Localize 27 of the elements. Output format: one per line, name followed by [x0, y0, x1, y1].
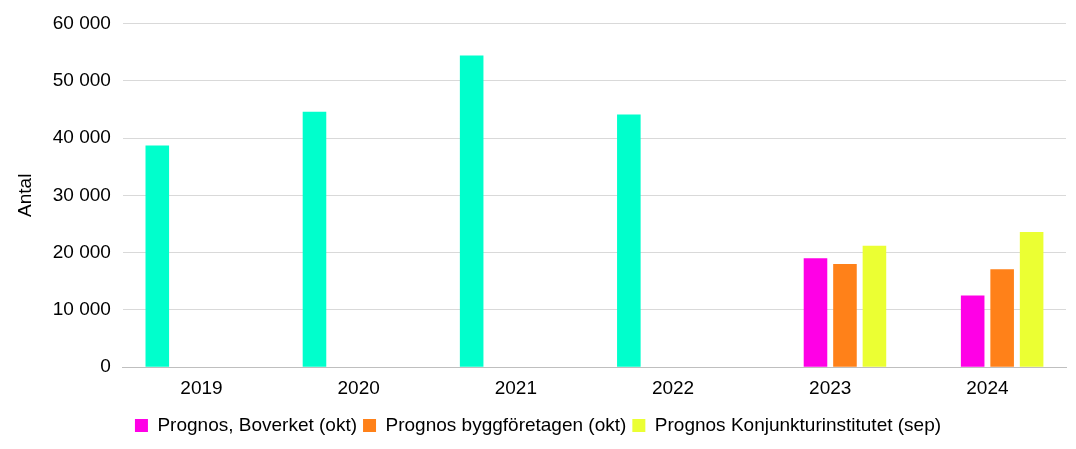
y-axis-title: Antal: [13, 173, 35, 217]
bar: [1019, 231, 1044, 367]
y-tick-label: 60 000: [52, 11, 111, 33]
x-tick-label: 2024: [966, 376, 1009, 398]
bar: [862, 245, 887, 367]
bar: [960, 295, 985, 367]
legend-label: Prognos byggföretagen (okt): [385, 413, 627, 435]
y-tick-label: 10 000: [52, 298, 111, 320]
x-tick-label: 2020: [337, 376, 380, 398]
y-tick-label: 40 000: [52, 126, 111, 148]
x-tick-label: 2022: [651, 376, 695, 398]
bar: [803, 258, 828, 367]
legend-label: Prognos Konjunkturinstitutet (sep): [654, 413, 942, 435]
bar: [302, 111, 327, 367]
bar: [145, 145, 170, 367]
bar: [833, 264, 857, 367]
bar: [990, 269, 1014, 367]
y-tick-label: 0: [100, 355, 111, 377]
y-tick-label: 20 000: [52, 240, 111, 262]
x-tick-label: 2021: [494, 376, 538, 398]
bar: [617, 114, 641, 367]
x-tick-label: 2019: [180, 376, 223, 398]
x-tick-label: 2023: [809, 376, 852, 398]
legend-label: Prognos, Boverket (okt): [157, 413, 358, 435]
y-tick-label: 30 000: [52, 183, 111, 205]
y-tick-label: 50 000: [52, 68, 111, 90]
bar: [459, 55, 484, 367]
